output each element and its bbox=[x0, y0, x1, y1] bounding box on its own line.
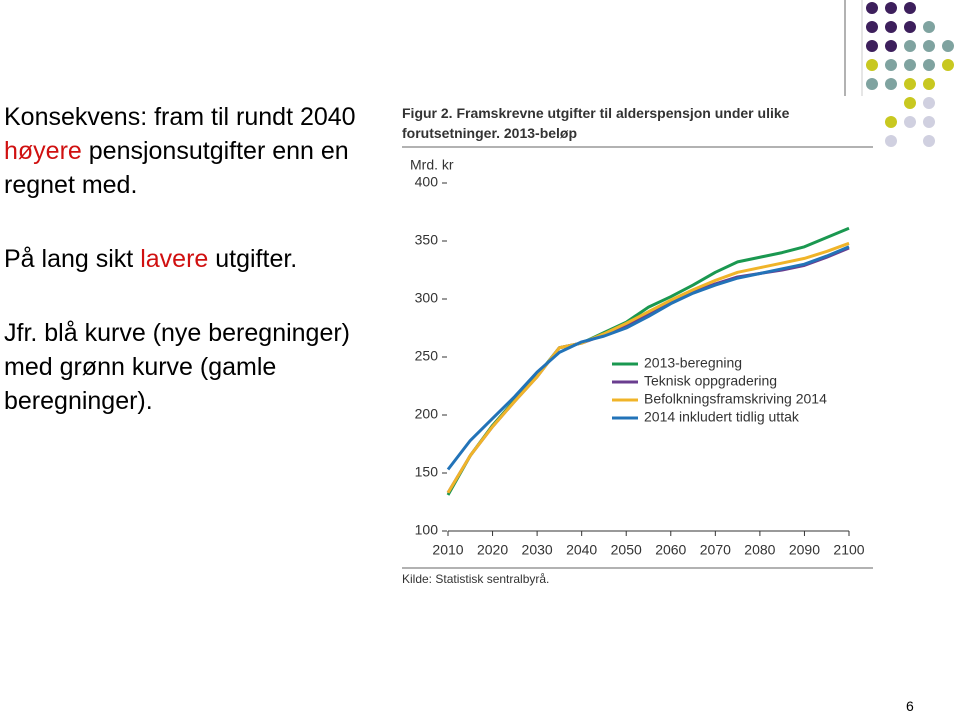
text: På lang sikt bbox=[4, 245, 134, 273]
y-tick-label: 300 bbox=[415, 290, 439, 306]
slide-text: Konsekvens: fram til rundt 2040 høyere p… bbox=[4, 100, 364, 458]
series-line bbox=[446, 245, 850, 471]
x-tick-label: 2070 bbox=[700, 542, 731, 558]
text: pensjonsutgifter enn en regnet med. bbox=[4, 137, 349, 199]
paragraph: Jfr. blå kurve (nye beregninger) med grø… bbox=[4, 316, 364, 418]
x-tick-label: 2010 bbox=[432, 542, 463, 558]
x-tick-label: 2030 bbox=[522, 542, 553, 558]
y-tick-label: 350 bbox=[415, 232, 439, 248]
highlight: høyere bbox=[4, 137, 82, 165]
x-tick-label: 2040 bbox=[566, 542, 597, 558]
paragraph: Konsekvens: fram til rundt 2040 høyere p… bbox=[4, 100, 364, 202]
legend-label: Befolkningsframskriving 2014 bbox=[644, 391, 827, 407]
x-tick-label: 2050 bbox=[611, 542, 642, 558]
x-tick-label: 2020 bbox=[477, 542, 508, 558]
series-line bbox=[446, 241, 850, 494]
decoration bbox=[402, 0, 954, 569]
legend-label: 2014 inkludert tidlig uttak bbox=[644, 409, 800, 425]
y-tick-label: 400 bbox=[415, 174, 439, 190]
chart-title: Figur 2. Framskrevne utgifter til alders… bbox=[402, 105, 790, 141]
source: Kilde: Statistisk sentralbyrå. bbox=[402, 572, 549, 586]
y-tick-label: 100 bbox=[415, 522, 439, 538]
text: Konsekvens: fram til rundt 2040 bbox=[4, 103, 356, 131]
text: utgifter. bbox=[215, 245, 298, 273]
page-number: 6 bbox=[906, 698, 914, 714]
legend-label: 2013-beregning bbox=[644, 355, 742, 371]
highlight: lavere bbox=[140, 245, 209, 273]
paragraph: På lang sikt lavere utgifter. bbox=[4, 242, 364, 276]
x-tick-label: 2060 bbox=[655, 542, 686, 558]
legend-label: Teknisk oppgradering bbox=[644, 373, 777, 389]
x-tick-label: 2080 bbox=[744, 542, 775, 558]
x-tick-label: 2100 bbox=[833, 542, 864, 558]
text: Jfr. blå kurve (nye beregninger) med grø… bbox=[4, 319, 351, 415]
x-tick-label: 2090 bbox=[789, 542, 820, 558]
y-tick-label: 200 bbox=[415, 406, 439, 422]
y-tick-label: 150 bbox=[415, 464, 439, 480]
y-tick-label: 250 bbox=[415, 348, 439, 364]
y-axis-label: Mrd. kr bbox=[410, 157, 454, 173]
